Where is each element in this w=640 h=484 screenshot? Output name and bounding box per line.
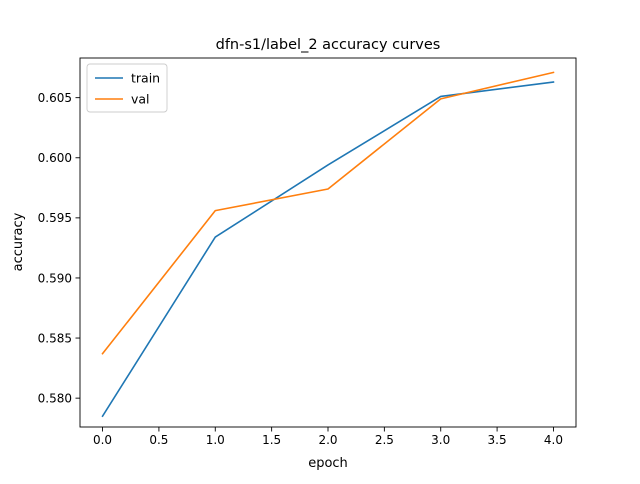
- plot-area: 0.0 0.5 1.0 1.5 2.0 2.5 3.0 3.5 4.0 0.580 0.585 0.5…: [38, 57, 577, 447]
- y-tick-label: 0.590: [38, 271, 72, 285]
- legend-label-val: val: [131, 92, 150, 107]
- x-tick-label: 2.5: [375, 433, 394, 447]
- y-tick-label: 0.600: [38, 151, 72, 165]
- chart-title: dfn-s1/label_2 accuracy curves: [216, 37, 441, 53]
- x-tick-label: 4.0: [544, 433, 563, 447]
- x-tick-label: 1.5: [262, 433, 281, 447]
- y-axis-label: accuracy: [11, 212, 26, 271]
- x-tick-label: 2.0: [318, 433, 337, 447]
- series-line-val: [101, 71, 555, 355]
- legend-label-train: train: [131, 71, 160, 86]
- series-line-train: [101, 81, 555, 418]
- y-tick-label: 0.585: [38, 331, 72, 345]
- x-tick-label: 0.5: [149, 433, 168, 447]
- y-tick-label: 0.580: [38, 391, 72, 405]
- y-tick-label: 0.595: [38, 211, 72, 225]
- x-tick-label: 3.5: [488, 433, 507, 447]
- x-tick-label: 1.0: [206, 433, 225, 447]
- x-tick-label: 3.0: [431, 433, 450, 447]
- y-tick-label: 0.605: [38, 91, 72, 105]
- x-axis-label: epoch: [308, 456, 348, 471]
- legend-box: [86, 63, 168, 113]
- x-tick-label: 0.0: [93, 433, 112, 447]
